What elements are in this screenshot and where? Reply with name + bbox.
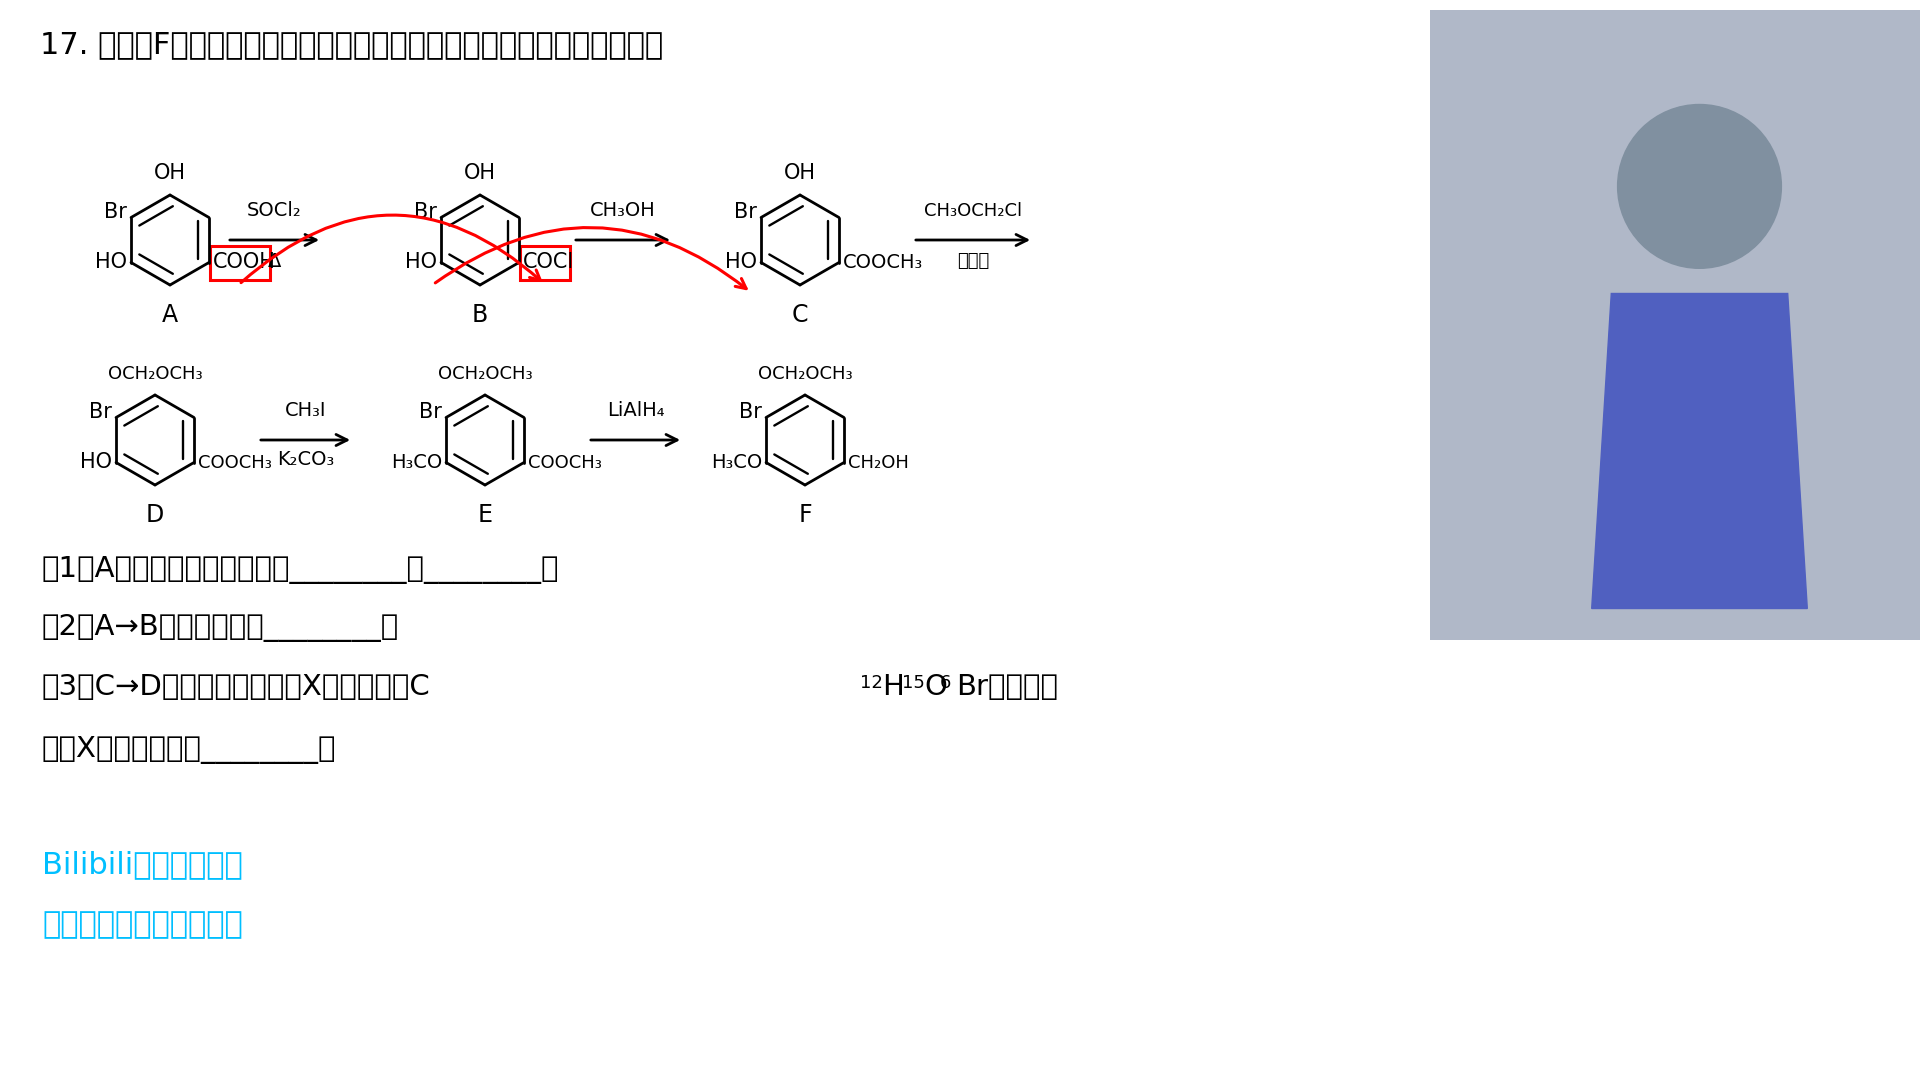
Text: Δ: Δ xyxy=(267,252,280,271)
Text: CH₂OH: CH₂OH xyxy=(849,454,908,472)
Text: 15: 15 xyxy=(902,674,925,692)
Text: H₃CO: H₃CO xyxy=(392,453,442,472)
Text: C: C xyxy=(791,303,808,327)
Text: D: D xyxy=(146,503,163,527)
Text: 6: 6 xyxy=(941,674,952,692)
Text: COOCH₃: COOCH₃ xyxy=(843,253,924,272)
Text: A: A xyxy=(161,303,179,327)
FancyBboxPatch shape xyxy=(1430,10,1920,640)
Text: SOCl₂: SOCl₂ xyxy=(248,201,301,220)
Text: Br: Br xyxy=(104,203,127,222)
Text: LiAlH₄: LiAlH₄ xyxy=(607,401,664,420)
Text: Br: Br xyxy=(88,403,111,422)
Text: HO: HO xyxy=(94,253,127,272)
Text: CH₃I: CH₃I xyxy=(284,401,326,420)
Text: O: O xyxy=(924,673,947,701)
Text: OH: OH xyxy=(465,163,495,183)
Text: Bilibili：小王讲化学: Bilibili：小王讲化学 xyxy=(42,851,242,879)
Text: Br: Br xyxy=(739,403,762,422)
Text: HO: HO xyxy=(81,453,111,473)
Text: 今日头条：讲化学的小王: 今日头条：讲化学的小王 xyxy=(42,910,242,940)
Text: COOCH₃: COOCH₃ xyxy=(198,454,273,472)
Text: K₂CO₃: K₂CO₃ xyxy=(276,450,334,469)
Text: OCH₂OCH₃: OCH₂OCH₃ xyxy=(108,365,202,383)
Polygon shape xyxy=(1592,294,1807,608)
Text: OH: OH xyxy=(783,163,816,183)
Text: F: F xyxy=(799,503,812,527)
Text: CH₃OCH₂Cl: CH₃OCH₂Cl xyxy=(924,202,1021,220)
Circle shape xyxy=(1617,105,1782,268)
Text: 12: 12 xyxy=(860,674,883,692)
Text: （3）C→D的反应中有副产物X（分子式为C: （3）C→D的反应中有副产物X（分子式为C xyxy=(42,673,430,701)
Text: H₃CO: H₃CO xyxy=(710,453,762,472)
Text: HO: HO xyxy=(405,253,438,272)
Text: COCl: COCl xyxy=(522,253,574,272)
Text: 17. 化合物F是合成一种天然茋类化合物的重要中间体，其合成路线如下：: 17. 化合物F是合成一种天然茋类化合物的重要中间体，其合成路线如下： xyxy=(40,30,662,59)
Text: Br: Br xyxy=(419,403,442,422)
Text: OH: OH xyxy=(154,163,186,183)
Text: E: E xyxy=(478,503,493,527)
Text: 写出X的结构简式：________。: 写出X的结构简式：________。 xyxy=(42,735,336,764)
Text: 三乙胺: 三乙胺 xyxy=(956,252,989,270)
Text: Br: Br xyxy=(733,203,756,222)
Text: COOH: COOH xyxy=(213,253,276,272)
Text: Br: Br xyxy=(415,203,438,222)
Text: OCH₂OCH₃: OCH₂OCH₃ xyxy=(758,365,852,383)
Text: COOCH₃: COOCH₃ xyxy=(528,454,601,472)
Text: OCH₂OCH₃: OCH₂OCH₃ xyxy=(438,365,532,383)
Text: HO: HO xyxy=(726,253,756,272)
Text: （2）A→B的反应类型为________。: （2）A→B的反应类型为________。 xyxy=(42,615,399,642)
Text: Br）生成，: Br）生成， xyxy=(956,673,1058,701)
Text: CH₃OH: CH₃OH xyxy=(589,201,657,220)
Text: （1）A中含氧官能团的名称为________和________。: （1）A中含氧官能团的名称为________和________。 xyxy=(42,556,559,584)
Text: H: H xyxy=(881,673,904,701)
Text: B: B xyxy=(472,303,488,327)
